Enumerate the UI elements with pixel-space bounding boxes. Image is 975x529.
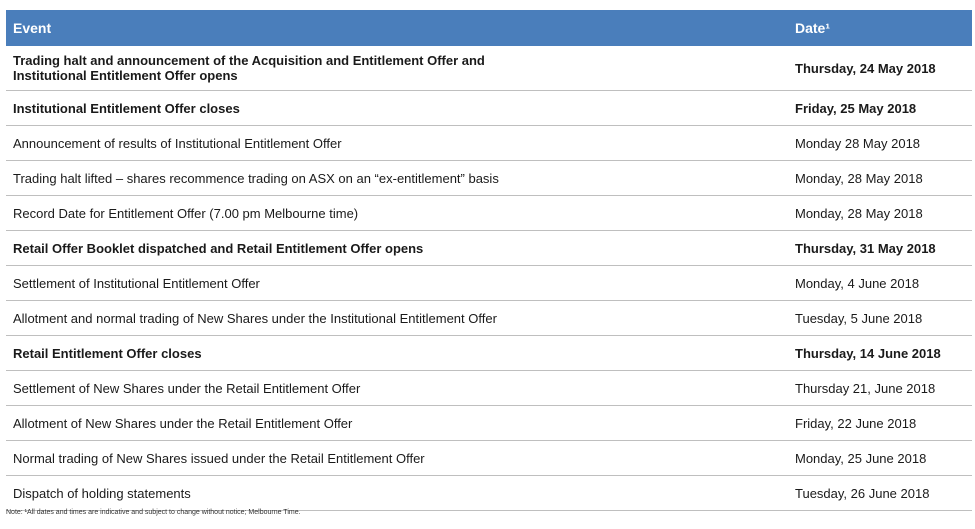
table-row: Announcement of results of Institutional… [6,126,972,161]
date-cell: Thursday, 24 May 2018 [795,60,936,76]
date-cell: Tuesday, 26 June 2018 [795,485,930,501]
table-row: Normal trading of New Shares issued unde… [6,441,972,476]
date-cell: Thursday 21, June 2018 [795,380,936,396]
timetable: Event Date¹ Trading halt and announcemen… [6,10,972,511]
date-cell: Thursday, 31 May 2018 [795,240,936,256]
event-cell: Normal trading of New Shares issued unde… [13,450,425,466]
date-cell: Monday 28 May 2018 [795,135,921,151]
date-cell: Monday, 28 May 2018 [795,170,923,186]
event-cell: Retail Entitlement Offer closes [13,345,202,361]
event-cell: Retail Offer Booklet dispatched and Reta… [13,240,424,256]
table-row: Allotment of New Shares under the Retail… [6,406,972,441]
event-cell: Trading halt and announcement of the Acq… [13,53,485,83]
table-row: Retail Offer Booklet dispatched and Reta… [6,231,972,266]
table-body: Trading halt and announcement of the Acq… [6,46,972,511]
date-cell: Monday, 28 May 2018 [795,205,923,221]
table-row: Retail Entitlement Offer closes Thursday,… [6,336,972,371]
footnote: Note: ¹All dates and times are indicativ… [6,509,301,516]
header-event: Event [13,20,52,36]
table-row: Allotment and normal trading of New Shar… [6,301,972,336]
date-cell: Tuesday, 5 June 2018 [795,310,923,326]
table-row: Trading halt lifted – shares recommence … [6,161,972,196]
event-cell: Settlement of Institutional Entitlement … [13,275,260,291]
event-cell: Dispatch of holding statements [13,485,191,501]
event-cell: Trading halt lifted – shares recommence … [13,170,499,186]
event-cell: Allotment of New Shares under the Retail… [13,415,353,431]
event-cell: Record Date for Entitlement Offer (7.00 … [13,205,359,221]
table-row: Institutional Entitlement Offer closes Fr… [6,91,972,126]
event-cell: Announcement of results of Institutional… [13,135,342,151]
event-cell: Allotment and normal trading of New Shar… [13,310,497,326]
table-row: Settlement of New Shares under the Retai… [6,371,972,406]
table-header: Event Date¹ [6,10,972,46]
table-row: Settlement of Institutional Entitlement … [6,266,972,301]
header-date: Date¹ [795,20,831,36]
event-cell: Institutional Entitlement Offer closes [13,100,240,116]
date-cell: Friday, 25 May 2018 [795,100,917,116]
date-cell: Monday, 4 June 2018 [795,275,920,291]
date-cell: Friday, 22 June 2018 [795,415,917,431]
table-row: Record Date for Entitlement Offer (7.00 … [6,196,972,231]
table-row: Trading halt and announcement of the Acq… [6,46,972,91]
date-cell: Monday, 25 June 2018 [795,450,927,466]
event-cell: Settlement of New Shares under the Retai… [13,380,361,396]
table-row: Dispatch of holding statements Tuesday, 2… [6,476,972,511]
date-cell: Thursday, 14 June 2018 [795,345,941,361]
